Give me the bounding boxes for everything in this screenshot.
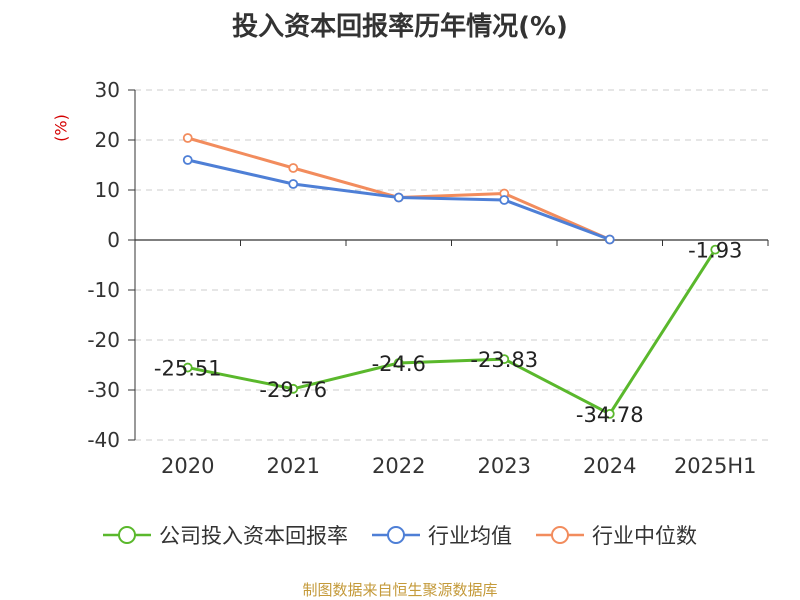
x-tick-label: 2025H1 [674,454,757,478]
data-point [710,244,721,255]
data-point [288,179,299,189]
source-note: 制图数据来自恒生聚源数据库 [302,581,498,599]
legend-label-industry-median: 行业中位数 [592,524,697,548]
y-tick-label: -30 [87,378,120,402]
data-point [288,383,299,394]
y-tick-label: 30 [95,78,120,102]
legend-marker-industry-mean [372,526,420,544]
legend-item-company[interactable]: 公司投入资本回报率 [103,520,348,550]
data-point [393,192,404,203]
data-point [288,163,299,173]
y-tick-label: 0 [107,228,120,252]
data-point [499,354,510,365]
data-point [182,362,193,373]
legend: 公司投入资本回报率 行业均值 行业中位数 [0,520,800,550]
y-tick-label: -20 [87,328,120,352]
data-point [182,133,193,143]
legend-item-industry-mean[interactable]: 行业均值 [372,520,512,550]
legend-label-industry-mean: 行业均值 [428,524,512,548]
x-tick-label: 2020 [161,454,214,478]
data-label: -29.76 [259,378,327,402]
legend-marker-company [103,526,151,544]
data-label: -25.51 [154,357,222,381]
series-line [187,248,717,416]
y-tick-label: -40 [87,428,120,452]
data-point [393,358,404,368]
x-tick-label: 2021 [267,454,320,478]
data-point [499,195,510,205]
data-label: -24.6 [372,352,426,376]
y-tick-label: -10 [87,278,120,302]
legend-item-industry-median[interactable]: 行业中位数 [536,520,697,550]
series-line [187,136,611,241]
data-label: -23.83 [470,348,538,372]
data-point [604,408,615,419]
chart-title: 投入资本回报率历年情况(%) [232,12,568,42]
legend-label-company: 公司投入资本回报率 [159,524,348,548]
data-label: -34.78 [576,403,644,427]
x-tick-label: 2022 [372,454,425,478]
data-point [604,234,615,245]
x-tick-label: 2023 [478,454,531,478]
y-tick-label: 20 [95,128,120,152]
data-label: -1.93 [688,239,742,263]
legend-marker-industry-median [536,526,584,544]
y-tick-label: 10 [95,178,120,202]
data-point [182,155,193,165]
x-tick-label: 2024 [583,454,636,478]
